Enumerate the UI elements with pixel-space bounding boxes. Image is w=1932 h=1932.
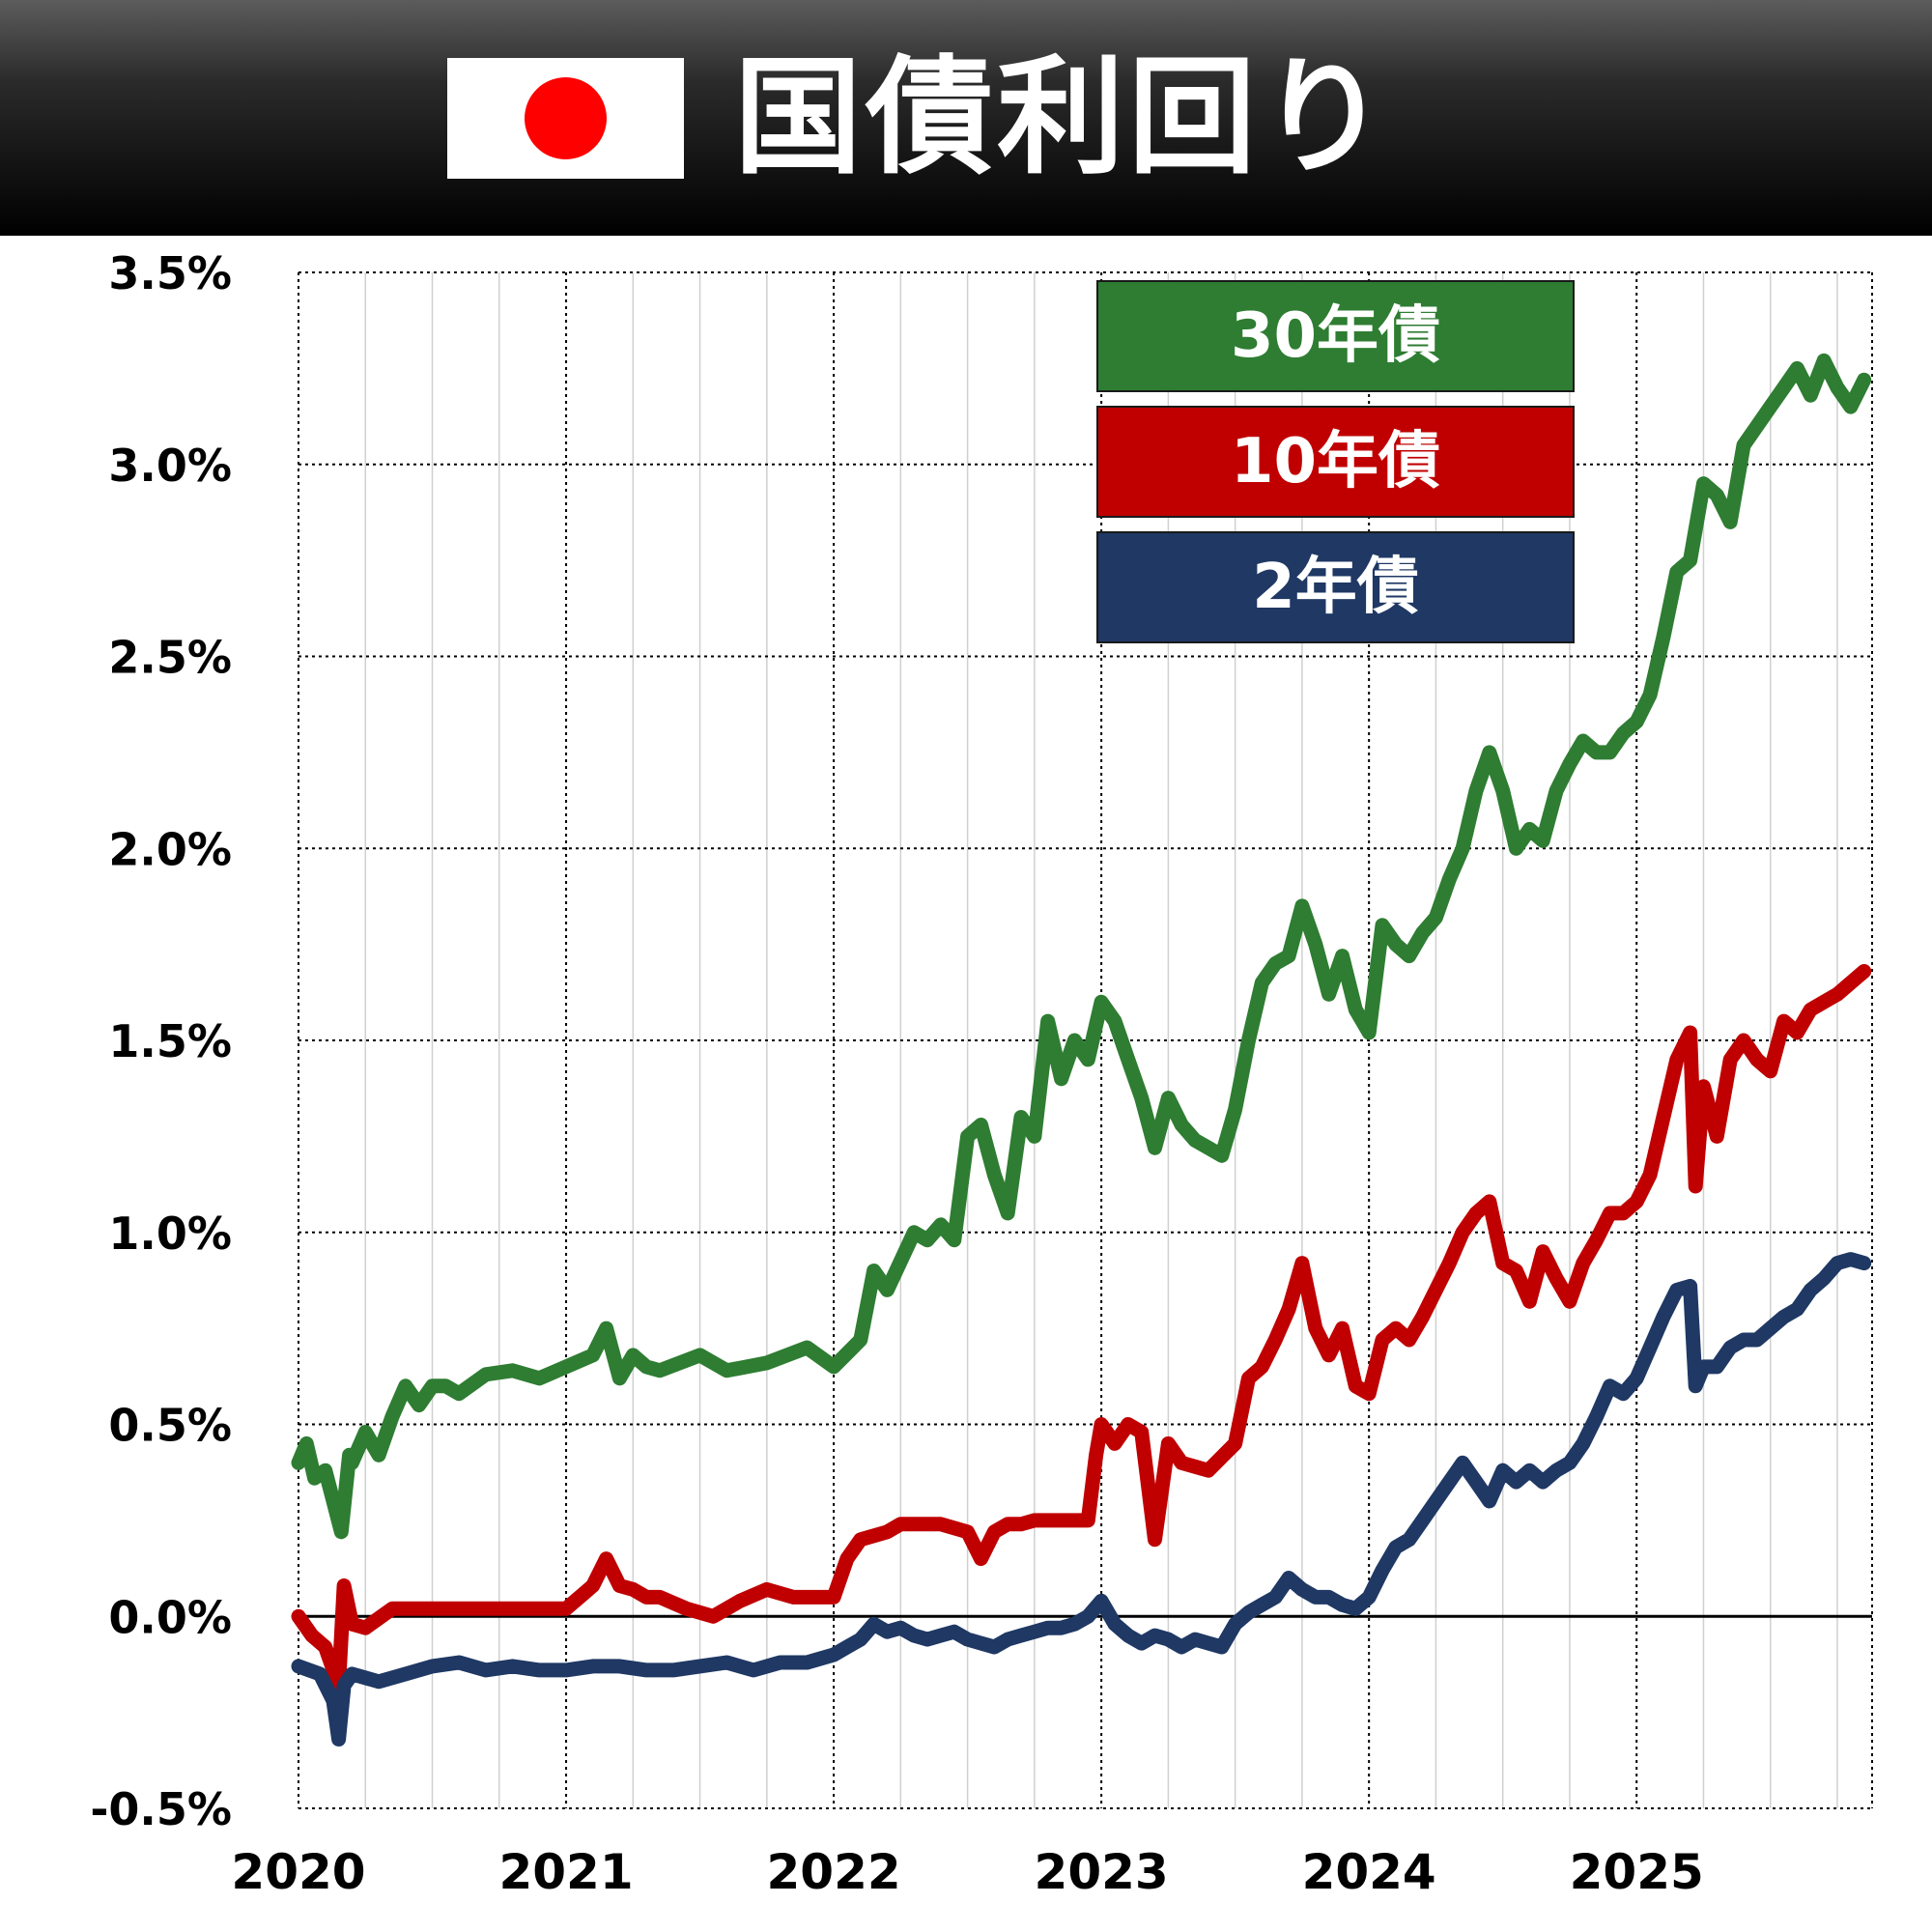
x-tick-label: 2020 xyxy=(231,1844,365,1900)
y-tick-label: 2.5% xyxy=(108,632,232,684)
y-tick-label: 1.5% xyxy=(108,1015,232,1067)
y-tick-label: -0.5% xyxy=(90,1783,232,1835)
y-tick-label: 1.0% xyxy=(108,1208,232,1260)
series-line-0 xyxy=(291,353,1872,1540)
grid-lines xyxy=(298,271,1873,1809)
chart-title: 国債利回り xyxy=(734,43,1391,192)
yield-chart: -0.5% 0.0% 0.5% 1.0% 1.5% 2.0% 2.5% 3.0% 3.5% 202… xyxy=(90,247,1873,1900)
y-tick-label: 0.5% xyxy=(108,1400,232,1452)
series-lines xyxy=(291,353,1872,1747)
x-tick-label: 2022 xyxy=(766,1844,900,1900)
legend-item-2y: 2年債 xyxy=(1096,531,1575,643)
y-tick-label: 3.0% xyxy=(108,440,232,492)
series-line-1 xyxy=(291,964,1872,1693)
title-banner: 国債利回り xyxy=(0,0,1932,236)
japan-flag-icon xyxy=(447,58,684,179)
x-tick-label: 2021 xyxy=(498,1844,633,1900)
legend-item-30y: 30年債 xyxy=(1096,280,1575,392)
flag-red-circle xyxy=(525,77,607,159)
series-line-2 xyxy=(291,1252,1872,1747)
x-tick-label: 2023 xyxy=(1035,1844,1169,1900)
legend-item-10y: 10年債 xyxy=(1096,406,1575,518)
y-tick-label: 2.0% xyxy=(108,823,232,875)
x-tick-label: 2024 xyxy=(1302,1844,1436,1900)
x-tick-label: 2025 xyxy=(1570,1844,1704,1900)
y-tick-label: 3.5% xyxy=(108,247,232,299)
y-tick-label: 0.0% xyxy=(108,1591,232,1643)
axes: -0.5% 0.0% 0.5% 1.0% 1.5% 2.0% 2.5% 3.0% 3.5% 202… xyxy=(90,247,1703,1900)
